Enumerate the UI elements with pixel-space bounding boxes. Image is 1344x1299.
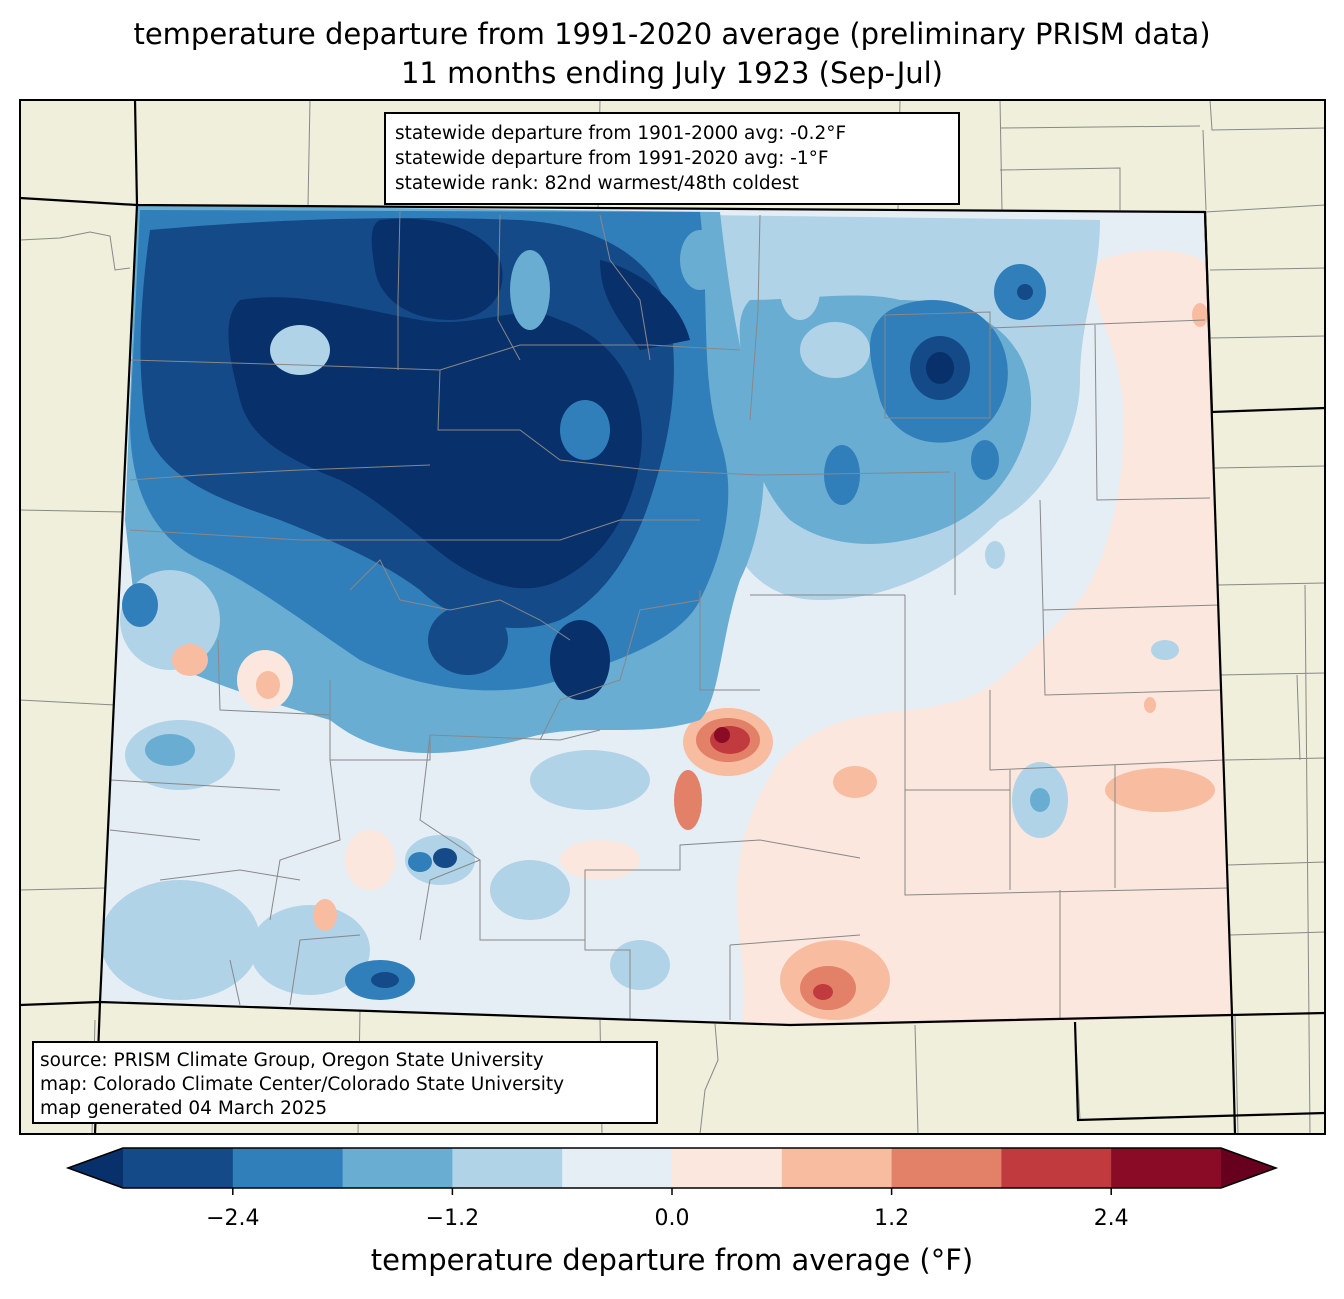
source-line: source: PRISM Climate Group, Oregon Stat…: [40, 1050, 544, 1071]
colorbar-bin: [232, 1148, 344, 1188]
colorbar-under-extension: [68, 1148, 123, 1188]
map-subtitle: 11 months ending July 1923 (Sep-Jul): [400, 56, 943, 90]
colorbar-bin: [342, 1148, 453, 1188]
colorbar-bin: [672, 1148, 783, 1188]
colorbar-tick-label: −2.4: [206, 1206, 260, 1231]
colorbar-bin: [1111, 1148, 1222, 1188]
colorbar-bin: [781, 1148, 893, 1188]
colorbar-tick-label: 1.2: [874, 1206, 910, 1231]
map-frame: [19, 99, 1326, 1135]
colorbar-bin: [562, 1148, 673, 1188]
colorbar-bin: [123, 1148, 234, 1188]
colorbar-tick-label: 0.0: [654, 1206, 690, 1231]
county-lines: [109, 209, 1231, 1020]
stat-rank: statewide rank: 82nd warmest/48th coldes…: [395, 173, 799, 194]
colorbar: [65, 1147, 1279, 1195]
colorbar-over-extension: [1221, 1148, 1276, 1188]
stat-departure-1901-2000: statewide departure from 1901-2000 avg: …: [395, 123, 847, 144]
colorbar-tick-label: −1.2: [425, 1206, 480, 1231]
colorbar-outline: [65, 1147, 1279, 1189]
departure-field: [100, 205, 1232, 1025]
colorbar-bin: [891, 1148, 1002, 1188]
colorbar-tick-label: 2.4: [1093, 1206, 1129, 1231]
statewide-stats-box: statewide departure from 1901-2000 avg: …: [384, 112, 960, 205]
map-title: temperature departure from 1991-2020 ave…: [133, 17, 1211, 51]
map-credit-line: map: Colorado Climate Center/Colorado St…: [40, 1074, 565, 1095]
stat-departure-1991-2020: statewide departure from 1991-2020 avg: …: [395, 148, 829, 169]
colorbar-label: temperature departure from average (°F): [370, 1243, 974, 1277]
colorbar-bin: [452, 1148, 563, 1188]
generated-date-line: map generated 04 March 2025: [40, 1098, 328, 1119]
source-box: source: PRISM Climate Group, Oregon Stat…: [32, 1041, 658, 1124]
colorbar-bin: [1001, 1148, 1112, 1188]
